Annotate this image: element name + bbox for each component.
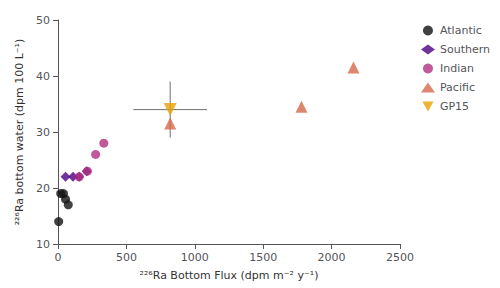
svg-text:Atlantic: Atlantic <box>440 24 482 37</box>
svg-text:20: 20 <box>36 182 50 195</box>
svg-text:0: 0 <box>55 251 62 264</box>
svg-text:30: 30 <box>36 126 50 139</box>
svg-text:50: 50 <box>36 14 50 27</box>
svg-text:Indian: Indian <box>440 62 474 75</box>
svg-text:500: 500 <box>116 251 137 264</box>
svg-text:Southern: Southern <box>440 43 490 56</box>
svg-text:²²⁶Ra Bottom Flux (dpm m⁻² y⁻¹: ²²⁶Ra Bottom Flux (dpm m⁻² y⁻¹) <box>140 269 319 282</box>
svg-text:1500: 1500 <box>249 251 277 264</box>
svg-text:GP15: GP15 <box>440 100 469 113</box>
svg-text:1000: 1000 <box>181 251 209 264</box>
svg-text:10: 10 <box>36 238 50 251</box>
svg-text:Pacific: Pacific <box>440 81 475 94</box>
svg-text:40: 40 <box>36 70 50 83</box>
svg-text:2500: 2500 <box>386 251 414 264</box>
svg-text:²²⁶Ra bottom water (dpm 100 L⁻: ²²⁶Ra bottom water (dpm 100 L⁻¹) <box>13 39 26 226</box>
svg-text:2000: 2000 <box>318 251 346 264</box>
